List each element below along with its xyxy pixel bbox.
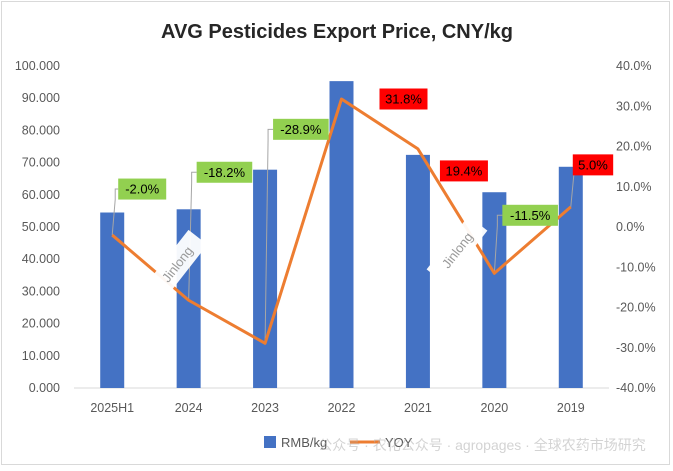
yoy-label-box — [196, 161, 253, 183]
yoy-label: -2.0% — [125, 182, 159, 197]
yoy-label-box — [273, 118, 329, 140]
legend: RMB/kg YOY — [264, 435, 413, 450]
bottom-watermark: 公众号 · 农化公众号 · agropages · 全球农药市场研究 — [318, 437, 646, 453]
x-tick-label: 2020 — [480, 401, 508, 415]
right-tick-label: -10.0% — [616, 260, 656, 274]
stamp-background — [146, 229, 208, 299]
bar — [100, 212, 125, 388]
chart-svg: AVG Pesticides Export Price, CNY/kg 0.00… — [15, 21, 656, 453]
watermark-stamp: Jinlong — [426, 215, 488, 285]
yoy-label-box — [439, 160, 488, 182]
yoy-data-labels: -2.0% -18.2% -28.9% 31.8% 19.4% -11.5% 5.0% — [118, 88, 614, 226]
leader-line — [493, 214, 503, 274]
yoy-label: 31.8% — [385, 92, 422, 107]
left-tick-label: 90.000 — [22, 91, 60, 105]
x-tick-label: 2019 — [557, 401, 585, 415]
yoy-line — [111, 97, 572, 345]
right-tick-label: 40.0% — [616, 59, 651, 73]
bar-series — [100, 81, 583, 388]
left-tick-label: 10.000 — [22, 349, 60, 363]
bar — [253, 169, 278, 388]
chart-frame: AVG Pesticides Export Price, CNY/kg 0.00… — [1, 1, 670, 465]
x-axis-ticks: 2025H1 2024 2023 2022 2021 2020 2019 — [90, 401, 584, 415]
x-tick-label: 2025H1 — [90, 401, 134, 415]
left-tick-label: 100.000 — [15, 59, 60, 73]
x-tick-label: 2024 — [175, 401, 203, 415]
bar — [329, 81, 354, 388]
x-tick-label: 2021 — [404, 401, 432, 415]
bar — [405, 154, 430, 388]
yoy-label-box — [118, 178, 167, 200]
yoy-label: 19.4% — [445, 163, 482, 178]
left-axis: 0.000 10.000 20.000 30.000 40.000 50.000 60.00… — [15, 59, 60, 395]
left-tick-label: 20.000 — [22, 317, 60, 331]
legend-swatch-bars — [264, 436, 276, 448]
chart-title: AVG Pesticides Export Price, CNY/kg — [161, 21, 513, 43]
legend-label-line: YOY — [385, 435, 413, 450]
legend-label-bars: RMB/kg — [281, 435, 327, 450]
yoy-label-box — [572, 154, 614, 176]
right-tick-label: 10.0% — [616, 180, 651, 194]
left-tick-label: 60.000 — [22, 188, 60, 202]
stamp-background — [426, 215, 488, 285]
left-tick-label: 70.000 — [22, 156, 60, 170]
bar — [558, 166, 583, 388]
x-tick-label: 2022 — [328, 401, 356, 415]
yoy-label: 5.0% — [578, 157, 608, 172]
right-tick-label: -30.0% — [616, 341, 656, 355]
yoy-label-box — [502, 204, 558, 226]
right-tick-label: 30.0% — [616, 99, 651, 113]
yoy-label: -28.9% — [280, 122, 322, 137]
yoy-label: -18.2% — [204, 165, 246, 180]
left-tick-label: 0.000 — [29, 381, 60, 395]
yoy-label-box — [379, 88, 428, 110]
yoy-label: -11.5% — [510, 208, 551, 223]
leader-line — [111, 188, 119, 236]
left-tick-label: 80.000 — [22, 123, 60, 137]
right-axis: -40.0% -30.0% -20.0% -10.0% 0.0% 10.0% 20.0% 30… — [616, 59, 656, 395]
left-tick-label: 30.000 — [22, 284, 60, 298]
left-tick-label: 50.000 — [22, 220, 60, 234]
left-tick-label: 40.000 — [22, 252, 60, 266]
right-tick-label: -20.0% — [616, 301, 656, 315]
right-tick-label: -40.0% — [616, 381, 656, 395]
leader-line — [264, 128, 274, 344]
right-tick-label: 20.0% — [616, 140, 651, 154]
right-tick-label: 0.0% — [616, 220, 645, 234]
x-tick-label: 2023 — [251, 401, 279, 415]
